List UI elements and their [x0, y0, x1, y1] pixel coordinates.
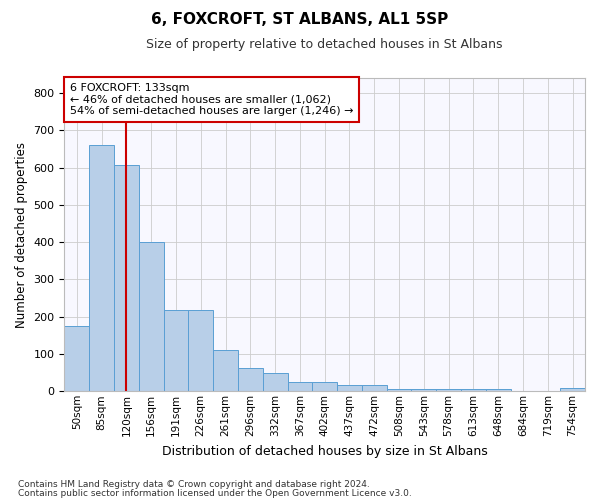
Bar: [486, 390, 511, 392]
Bar: [188, 310, 213, 392]
Bar: [164, 310, 188, 392]
Bar: [412, 390, 436, 392]
Text: Contains HM Land Registry data © Crown copyright and database right 2024.: Contains HM Land Registry data © Crown c…: [18, 480, 370, 489]
Bar: [313, 382, 337, 392]
Bar: [238, 368, 263, 392]
Bar: [139, 242, 164, 392]
Bar: [386, 390, 412, 392]
Bar: [461, 390, 486, 392]
Bar: [287, 382, 313, 392]
Text: 6 FOXCROFT: 133sqm
← 46% of detached houses are smaller (1,062)
54% of semi-deta: 6 FOXCROFT: 133sqm ← 46% of detached hou…: [70, 83, 353, 116]
Bar: [337, 384, 362, 392]
Y-axis label: Number of detached properties: Number of detached properties: [15, 142, 28, 328]
Bar: [362, 384, 386, 392]
Bar: [64, 326, 89, 392]
Bar: [263, 374, 287, 392]
X-axis label: Distribution of detached houses by size in St Albans: Distribution of detached houses by size …: [162, 444, 488, 458]
Bar: [213, 350, 238, 392]
Text: Contains public sector information licensed under the Open Government Licence v3: Contains public sector information licen…: [18, 488, 412, 498]
Bar: [560, 388, 585, 392]
Bar: [114, 164, 139, 392]
Title: Size of property relative to detached houses in St Albans: Size of property relative to detached ho…: [146, 38, 503, 51]
Bar: [436, 390, 461, 392]
Bar: [535, 390, 560, 392]
Text: 6, FOXCROFT, ST ALBANS, AL1 5SP: 6, FOXCROFT, ST ALBANS, AL1 5SP: [151, 12, 449, 28]
Bar: [89, 145, 114, 392]
Bar: [511, 390, 535, 392]
